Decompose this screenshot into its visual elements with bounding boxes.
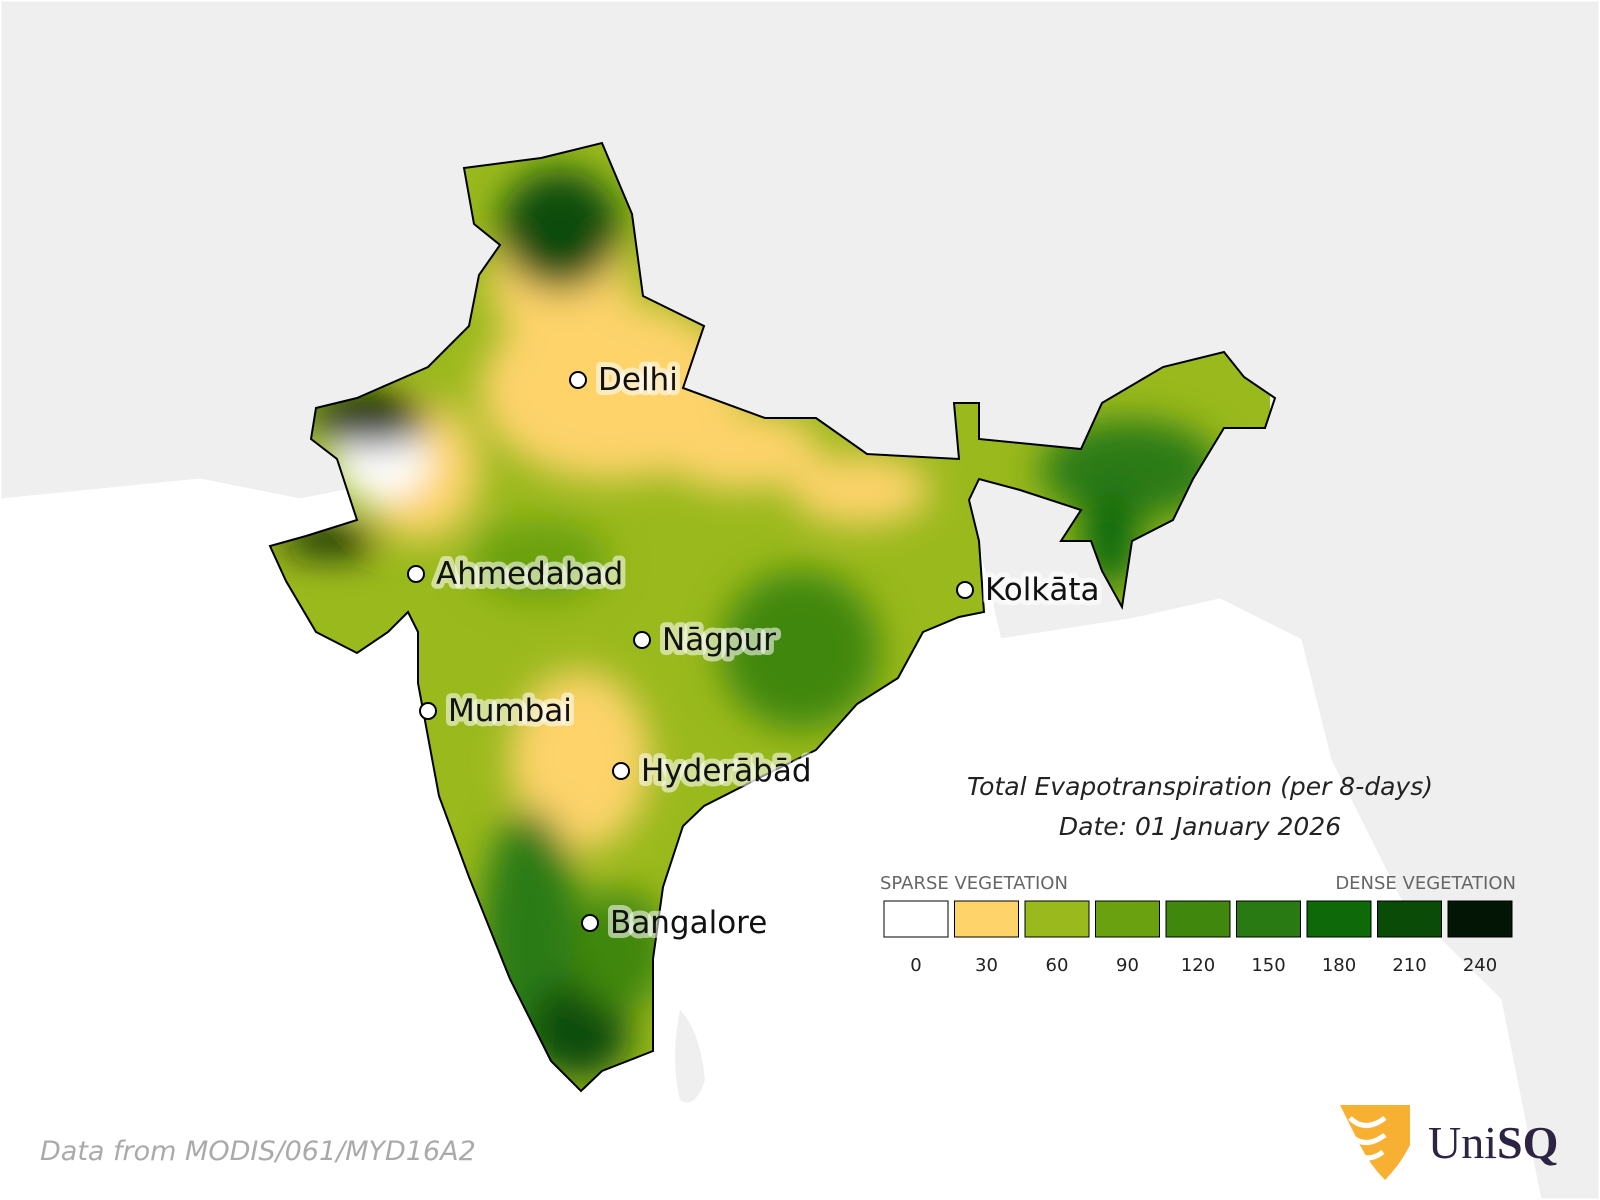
logo-prefix: Uni [1428, 1117, 1497, 1168]
source: Data from MODIS/061/MYD16A2 [40, 1136, 476, 1167]
city-label: Ahmedabad [436, 556, 623, 592]
legend-tick-label: 240 [1463, 955, 1497, 976]
logo-mark [1348, 1115, 1387, 1161]
logo-text: UniSQ [1428, 1117, 1558, 1168]
legend-tick-label: 210 [1392, 955, 1426, 976]
city-marker [569, 371, 587, 389]
city-label: Hyderābād [641, 753, 812, 789]
legend-tick-label: 90 [1116, 955, 1139, 976]
city-marker [612, 762, 630, 780]
city-marker [419, 702, 437, 720]
city-label: Mumbai [448, 693, 572, 729]
legend-tick-label: 120 [1181, 955, 1215, 976]
legend: 0 30 60 90 120 150 180 210 240 [883, 900, 1513, 976]
legend-right-label: DENSE VEGETATION [1335, 873, 1516, 894]
sri-lanka [675, 1010, 705, 1103]
legend-swatch [954, 900, 1019, 938]
legend-swatch [1236, 900, 1301, 938]
city-label: Bangalore [610, 905, 767, 941]
city-label: Kolkāta [985, 572, 1099, 608]
date: Date: 01 January 2026 [1059, 812, 1341, 841]
cities: Delhi Ahmedabad Kolkāta Nāgpur Mumbai Hyderāb… [407, 357, 1104, 946]
city-marker [581, 914, 599, 932]
city-marker [633, 631, 651, 649]
legend-swatch [1095, 900, 1160, 938]
legend-tick-label: 150 [1251, 955, 1285, 976]
city-label: Delhi [598, 362, 678, 398]
city-marker [407, 565, 425, 583]
logo-suffix: SQ [1497, 1117, 1558, 1168]
legend-swatch [1165, 900, 1231, 938]
legend-tick-label: 30 [975, 955, 998, 976]
legend-swatch [883, 900, 949, 938]
legend-swatch [1377, 900, 1442, 938]
city-label: Nāgpur [662, 622, 776, 658]
legend-tick-label: 60 [1046, 955, 1069, 976]
legend-swatch [1306, 900, 1372, 938]
legend-left-label: SPARSE VEGETATION [880, 873, 1068, 894]
legend-swatch [1024, 900, 1090, 938]
legend-tick-label: 180 [1322, 955, 1356, 976]
city-marker [956, 581, 974, 599]
legend-swatch [1447, 900, 1513, 938]
title: Total Evapotranspiration (per 8-days) [967, 772, 1433, 801]
logo: UniSQ [1340, 1105, 1558, 1180]
legend-tick-label: 0 [910, 955, 921, 976]
